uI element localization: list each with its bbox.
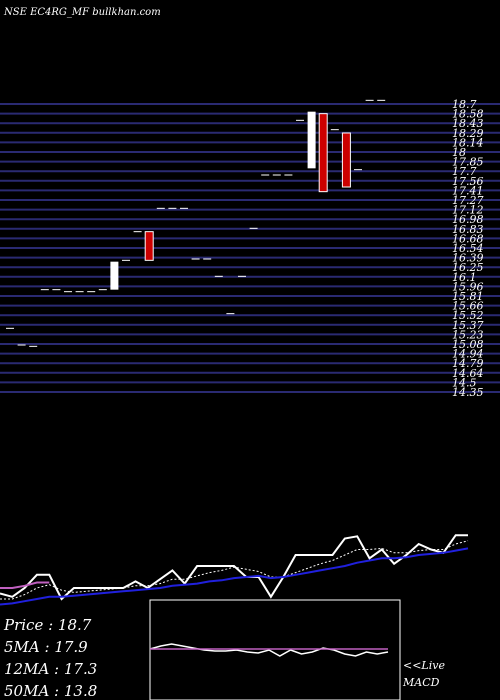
- price-tick-label: 14.94: [452, 348, 484, 361]
- legend-50ma: 50MA : 13.8: [4, 682, 97, 700]
- chart-title: NSE EC4RG_MF bullkhan.com: [3, 7, 161, 18]
- price-tick-label: 16.1: [452, 271, 477, 284]
- price-tick-label: 18.14: [452, 136, 484, 149]
- price-grid: [0, 103, 500, 393]
- legend-price: Price : 18.7: [3, 616, 92, 634]
- price-tick-label: 18.43: [452, 117, 484, 130]
- legend-12ma: 12MA : 17.3: [4, 660, 97, 678]
- price-tick-label: 14.64: [452, 367, 484, 380]
- price-tick-label: 15.08: [452, 338, 484, 351]
- price-tick-label: 15.66: [452, 300, 484, 313]
- price-tick-label: 17.85: [452, 156, 484, 169]
- price-tick-label: 14.79: [452, 357, 484, 370]
- candle-bear: [144, 231, 154, 261]
- price-tick-label: 17.41: [452, 184, 484, 197]
- price-tick-label: 16.83: [452, 223, 484, 236]
- price-tick-label: 15.81: [452, 290, 484, 303]
- price-tick-label: 15.96: [452, 280, 484, 293]
- price-tick-label: 16.68: [452, 232, 484, 245]
- price-tick-label: 17.7: [452, 165, 477, 178]
- indicator-lines: [0, 534, 469, 606]
- price-tick-label: 15.52: [452, 309, 484, 322]
- price-tick-label: 18: [452, 146, 466, 159]
- price-tick-label: 17.56: [452, 175, 484, 188]
- price-tick-label: 18.29: [452, 127, 484, 140]
- price-axis-labels: 18.718.5818.4318.2918.141817.8517.717.56…: [452, 98, 484, 399]
- price-tick-label: 15.37: [452, 319, 484, 332]
- price-tick-label: 16.98: [452, 213, 484, 226]
- candle-bear: [341, 132, 351, 188]
- price-tick-label: 16.25: [452, 261, 484, 274]
- price-tick-label: 17.27: [452, 194, 484, 207]
- price-tick-label: 15.23: [452, 328, 484, 341]
- candle-bear: [318, 113, 328, 193]
- price-tick-label: 17.12: [452, 204, 484, 217]
- macd-panel-frame: [149, 599, 401, 700]
- live-label: <<Live: [403, 659, 445, 672]
- ma-series-line: [0, 547, 469, 606]
- candle-bull: [110, 261, 119, 290]
- candles-group: [6, 99, 386, 347]
- candle-bull: [307, 111, 316, 169]
- price-tick-label: 14.35: [452, 386, 484, 399]
- price-tick-label: 18.7: [452, 98, 477, 111]
- macd-label: MACD: [402, 676, 440, 689]
- macd-lines: [149, 643, 389, 657]
- price-tick-label: 14.5: [452, 376, 477, 389]
- ma-series-line: [0, 540, 469, 600]
- ma-series-line: [0, 581, 50, 589]
- price-tick-label: 18.58: [452, 108, 484, 121]
- macd-series-line: [149, 643, 389, 657]
- price-tick-label: 16.54: [452, 242, 484, 255]
- legend-5ma: 5MA : 17.9: [4, 638, 88, 656]
- price-tick-label: 16.39: [452, 252, 484, 265]
